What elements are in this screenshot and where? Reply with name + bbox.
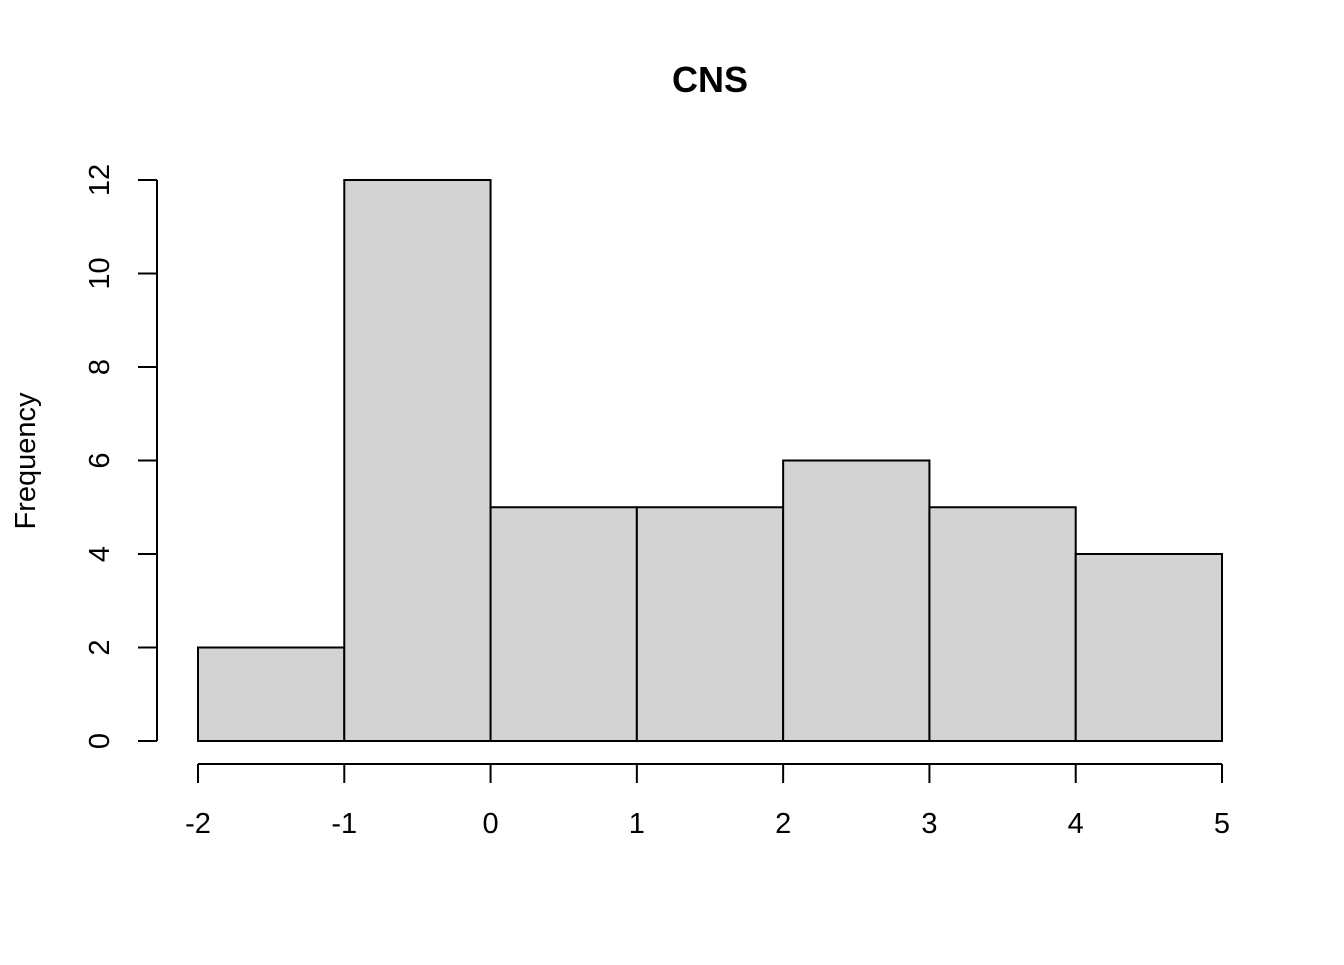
x-tick-label-5: 3 (921, 808, 937, 840)
x-tick-label-4: 2 (775, 808, 791, 840)
histogram-bar-3 (635, 506, 785, 742)
histogram-bar-5 (928, 506, 1077, 742)
y-axis: 0 2 4 6 8 10 12 (84, 164, 158, 749)
x-tick-label-3: 1 (629, 808, 645, 840)
y-tick-label-4: 8 (84, 359, 116, 375)
x-tick-label-2: 0 (483, 808, 499, 840)
y-tick-label-5: 10 (84, 257, 116, 289)
x-tick-label-0: -2 (185, 808, 211, 840)
chart-title: CNS (672, 59, 748, 100)
y-axis-label: Frequency (10, 392, 42, 530)
histogram-bar-4 (782, 459, 931, 742)
y-tick-label-2: 4 (84, 546, 116, 562)
x-tick-label-6: 4 (1068, 808, 1084, 840)
histogram-bar-2 (489, 506, 638, 742)
x-tick-label-7: 5 (1214, 808, 1230, 840)
histogram-bar-0 (197, 646, 346, 742)
y-tick-label-6: 12 (84, 164, 116, 196)
histogram-bar-6 (1074, 553, 1223, 742)
y-tick-label-1: 2 (84, 639, 116, 655)
x-axis: -2 -1 0 1 2 3 4 5 (185, 763, 1230, 840)
y-tick-label-3: 6 (84, 452, 116, 468)
x-tick-label-1: -1 (331, 808, 357, 840)
histogram-bar-1 (343, 179, 492, 742)
y-tick-label-0: 0 (84, 733, 116, 749)
bars-layer (197, 179, 1223, 742)
